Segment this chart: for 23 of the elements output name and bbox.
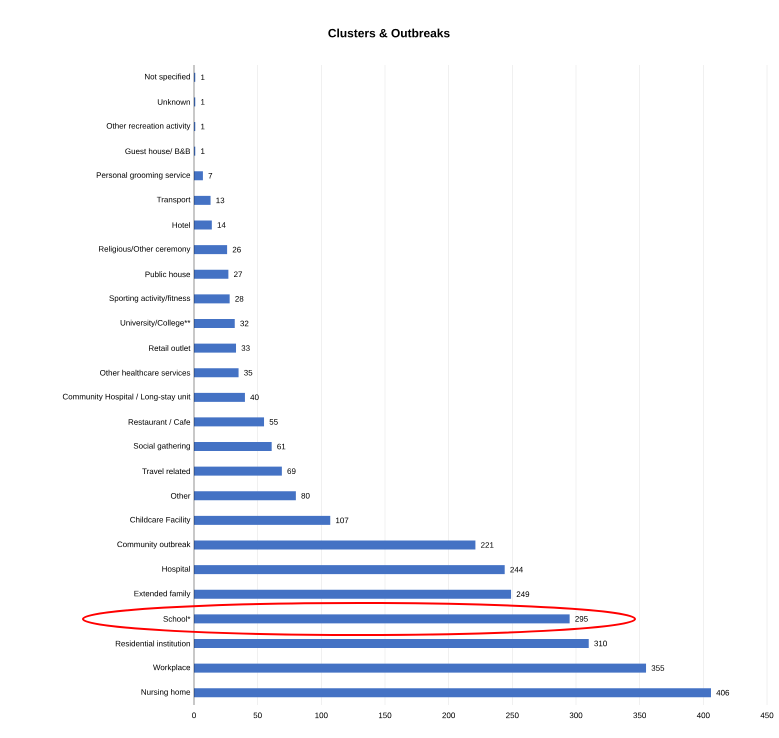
chart-title: Clusters & Outbreaks (328, 28, 450, 38)
bar (194, 638, 589, 648)
bar (194, 565, 505, 574)
bar (194, 294, 230, 304)
bar (194, 417, 264, 426)
bar (194, 171, 203, 180)
bar (194, 614, 570, 624)
bar (194, 540, 476, 550)
bar (194, 220, 212, 230)
bar (194, 270, 228, 279)
bar (194, 392, 245, 402)
bar (194, 344, 236, 353)
bar (194, 368, 239, 378)
bar (194, 664, 646, 673)
bar (194, 442, 272, 452)
bar (194, 688, 711, 698)
bar (194, 245, 228, 254)
bar (194, 516, 330, 525)
bar (194, 466, 282, 476)
bar (194, 491, 296, 500)
bar (194, 318, 235, 328)
bar (194, 196, 211, 205)
bar (194, 590, 512, 599)
